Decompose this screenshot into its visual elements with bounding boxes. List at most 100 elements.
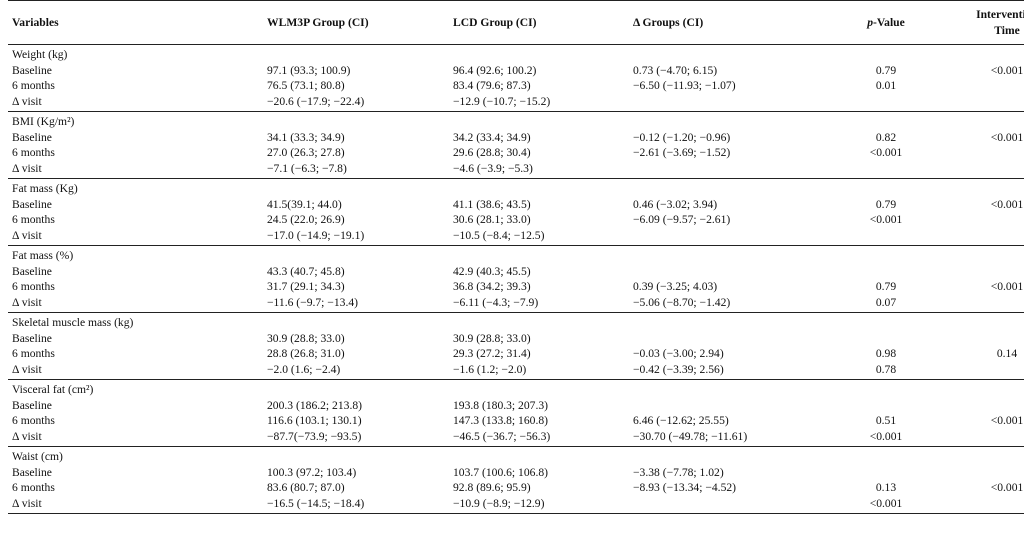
pvalue-cell: 0.79 0.07	[822, 245, 950, 313]
pvalue-cell: 0.79 <0.001	[822, 178, 950, 246]
delta-value: 0.39 (−3.25; 4.03)	[633, 280, 718, 293]
header-intervention: Intervention Time	[950, 0, 1024, 45]
lcd-value: −12.9 (−10.7; −15.2)	[453, 94, 551, 108]
pvalue-value: 0.98	[875, 347, 897, 360]
wlm3p-value: 200.3 (186.2; 213.8)	[267, 398, 362, 412]
lcd-value: −10.9 (−8.9; −12.9)	[453, 496, 545, 510]
wlm3p-cell: 34.1 (33.3; 34.9) 27.0 (26.3; 27.8) −7.1 (…	[263, 111, 449, 179]
delta-value	[633, 94, 818, 110]
header-intervention-line1: Intervention	[976, 8, 1024, 21]
intervention-value	[954, 398, 1024, 414]
row-label: Baseline	[12, 465, 52, 479]
lcd-value: 30.6 (28.1; 33.0)	[453, 213, 531, 226]
wlm3p-value: 28.8 (26.8; 31.0)	[267, 347, 345, 360]
pvalue-value	[826, 264, 946, 280]
variable-cell: BMI (Kg/m²) Baseline 6 months Δ visit	[8, 111, 263, 179]
lcd-value: 34.2 (33.4; 34.9)	[453, 130, 531, 144]
wlm3p-value: −20.6 (−17.9; −22.4)	[267, 94, 365, 108]
spacer	[267, 47, 445, 63]
pvalue-value	[826, 465, 946, 481]
spacer	[453, 181, 625, 197]
intervention-value	[954, 145, 1024, 161]
delta-cell: −0.12 (−1.20; −0.96) −2.61 (−3.69; −1.52)	[629, 111, 822, 179]
spacer	[453, 47, 625, 63]
spacer	[267, 315, 445, 331]
spacer	[633, 315, 818, 331]
results-table-container: Variables WLM3P Group (CI) LCD Group (CI…	[8, 0, 1024, 514]
header-lcd: LCD Group (CI)	[449, 0, 629, 45]
table-row: Waist (cm) Baseline 6 months Δ visit 100.3 (…	[8, 446, 1024, 514]
lcd-value: 30.9 (28.8; 33.0)	[453, 331, 531, 345]
lcd-value: −6.11 (−4.3; −7.9)	[453, 295, 539, 309]
row-label: 6 months	[12, 280, 55, 293]
header-wlm3p: WLM3P Group (CI)	[263, 0, 449, 45]
spacer	[267, 449, 445, 465]
intervention-value: <0.001	[990, 63, 1024, 77]
variable-cell: Waist (cm) Baseline 6 months Δ visit	[8, 446, 263, 514]
table-row: Fat mass (Kg) Baseline 6 months Δ visit 41.5…	[8, 178, 1024, 246]
table-row: Weight (kg) Baseline 6 months Δ visit 97.1 (…	[8, 44, 1024, 112]
delta-cell: −3.38 (−7.78; 1.02) −8.93 (−13.34; −4.52)	[629, 446, 822, 514]
lcd-value: 41.1 (38.6; 43.5)	[453, 197, 531, 211]
intervention-value	[954, 496, 1024, 512]
spacer	[954, 181, 1024, 197]
row-label: Δ visit	[12, 161, 42, 175]
spacer	[826, 382, 946, 398]
lcd-cell: 34.2 (33.4; 34.9) 29.6 (28.8; 30.4) −4.6 (…	[449, 111, 629, 179]
lcd-cell: 42.9 (40.3; 45.5) 36.8 (34.2; 39.3) −6.11 …	[449, 245, 629, 313]
delta-value: 0.73 (−4.70; 6.15)	[633, 63, 718, 77]
lcd-value: −10.5 (−8.4; −12.5)	[453, 228, 545, 242]
intervention-value: <0.001	[990, 130, 1024, 144]
spacer	[826, 315, 946, 331]
row-label: Baseline	[12, 197, 52, 211]
pvalue-cell: 0.51 <0.001	[822, 379, 950, 447]
intervention-cell: <0.001	[950, 111, 1024, 179]
spacer	[826, 114, 946, 130]
delta-value: −0.03 (−3.00; 2.94)	[633, 347, 724, 360]
delta-value: −2.61 (−3.69; −1.52)	[633, 146, 731, 159]
lcd-value: 36.8 (34.2; 39.3)	[453, 280, 531, 293]
variable-cell: Skeletal muscle mass (kg) Baseline 6 month…	[8, 312, 263, 380]
intervention-value	[954, 264, 1024, 280]
row-label: Δ visit	[12, 496, 42, 510]
variable-name: Skeletal muscle mass (kg)	[12, 316, 134, 329]
delta-value: −6.50 (−11.93; −1.07)	[633, 79, 736, 92]
lcd-cell: 103.7 (100.6; 106.8) 92.8 (89.6; 95.9) −10…	[449, 446, 629, 514]
pvalue-value: 0.79	[875, 280, 897, 293]
pvalue-value	[826, 94, 946, 110]
delta-value: −0.42 (−3.39; 2.56)	[633, 362, 724, 376]
spacer	[453, 248, 625, 264]
wlm3p-value: 24.5 (22.0; 26.9)	[267, 213, 345, 226]
spacer	[633, 47, 818, 63]
delta-cell: −0.03 (−3.00; 2.94) −0.42 (−3.39; 2.56)	[629, 312, 822, 380]
spacer	[267, 248, 445, 264]
intervention-value	[954, 331, 1024, 347]
lcd-value: 83.4 (79.6; 87.3)	[453, 79, 531, 92]
wlm3p-value: −16.5 (−14.5; −18.4)	[267, 496, 365, 510]
delta-value: −30.70 (−49.78; −11.61)	[633, 429, 748, 443]
pvalue-value	[826, 331, 946, 347]
header-pvalue: p-Value	[822, 0, 950, 45]
delta-value: −3.38 (−7.78; 1.02)	[633, 465, 724, 479]
variable-name: Waist (cm)	[12, 450, 63, 463]
spacer	[633, 114, 818, 130]
pvalue-value: 0.82	[875, 130, 897, 144]
pvalue-value: <0.001	[869, 429, 903, 443]
wlm3p-value: 30.9 (28.8; 33.0)	[267, 331, 345, 345]
spacer	[954, 449, 1024, 465]
wlm3p-value: 41.5(39.1; 44.0)	[267, 197, 342, 211]
intervention-cell: <0.001	[950, 44, 1024, 112]
spacer	[633, 449, 818, 465]
delta-cell: 6.46 (−12.62; 25.55) −30.70 (−49.78; −11.…	[629, 379, 822, 447]
delta-value	[633, 496, 818, 512]
pvalue-value	[826, 398, 946, 414]
header-row: Variables WLM3P Group (CI) LCD Group (CI…	[8, 0, 1024, 45]
header-intervention-line2: Time	[994, 23, 1020, 37]
spacer	[453, 382, 625, 398]
variable-cell: Fat mass (Kg) Baseline 6 months Δ visit	[8, 178, 263, 246]
row-label: Baseline	[12, 130, 52, 144]
wlm3p-cell: 43.3 (40.7; 45.8) 31.7 (29.1; 34.3) −11.6 …	[263, 245, 449, 313]
wlm3p-cell: 100.3 (97.2; 103.4) 83.6 (80.7; 87.0) −16.…	[263, 446, 449, 514]
delta-value: 6.46 (−12.62; 25.55)	[633, 414, 729, 427]
spacer	[267, 114, 445, 130]
